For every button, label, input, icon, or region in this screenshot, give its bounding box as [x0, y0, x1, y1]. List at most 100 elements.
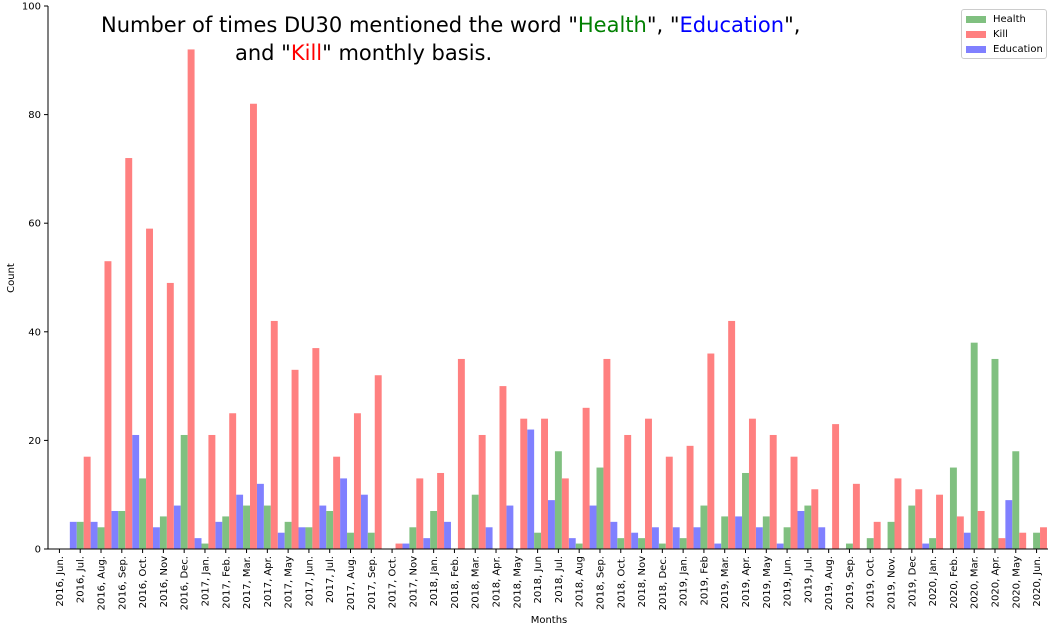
x-tick-label-25: 2018, Aug: [575, 556, 586, 607]
bar-kill-42: [936, 494, 944, 549]
bar-kill-4: [146, 228, 153, 549]
bar-kill-2: [104, 261, 112, 549]
bar-kill-43: [956, 516, 964, 549]
x-tick-label-30: 2019, Jan.: [679, 556, 690, 606]
bar-education-19: [444, 521, 451, 549]
bar-kill-17: [416, 478, 424, 549]
x-tick-label-0: 2016, Jun.: [55, 556, 66, 607]
bar-health-24: [554, 451, 562, 549]
bar-health-10: [263, 505, 271, 549]
axes-layer: 0 20 40 60 80 100 2016, Jun. 2016, Jul. 2016, Au…: [22, 2, 1048, 611]
x-tick-label-43: 2020, Feb.: [949, 556, 960, 609]
bar-education-32: [714, 543, 722, 549]
bar-health-17: [409, 527, 417, 549]
x-tick-label-1: 2016, Jul.: [76, 556, 87, 603]
bar-education-42: [922, 543, 930, 549]
y-tick-label-40: 40: [28, 327, 41, 338]
x-tick-label-34: 2019, May: [762, 556, 773, 609]
x-tick-label-31: 2019, Feb: [699, 556, 710, 606]
x-tick-label-4: 2016, Oct.: [138, 556, 149, 608]
bar-education-23: [527, 429, 535, 549]
bar-kill-25: [582, 407, 590, 549]
x-tick-label-18: 2018, Jan.: [429, 556, 440, 606]
bar-kill-13: [333, 456, 341, 549]
bar-education-29: [651, 527, 659, 549]
bar-kill-28: [645, 418, 652, 549]
bar-kill-31: [707, 353, 715, 549]
bar-kill-40: [894, 478, 902, 549]
bar-education-25: [568, 538, 576, 549]
bars-layer: [69, 49, 1047, 550]
legend-swatch-education: [966, 45, 986, 53]
bar-education-33: [735, 516, 743, 549]
legend-label-kill: Kill: [993, 28, 1008, 40]
y-tick-label-100: 100: [22, 2, 41, 13]
bar-health-41: [908, 505, 916, 549]
x-tick-label-29: 2018, Dec.: [658, 556, 669, 610]
bar-education-27: [610, 521, 618, 549]
chart-legend: Health Kill Education: [961, 9, 1047, 59]
bar-education-37: [818, 527, 826, 549]
x-tick-label-32: 2019, Mar.: [720, 556, 731, 609]
bar-health-15: [367, 532, 375, 549]
bar-education-13: [319, 505, 327, 549]
x-tick-label-13: 2017, Jul.: [325, 556, 336, 603]
x-tick-label-9: 2017, Mar.: [242, 556, 253, 609]
x-tick-label-12: 2017, Jun.: [304, 556, 315, 607]
bar-kill-36: [811, 489, 819, 549]
bar-education-24: [548, 500, 555, 549]
legend-swatch-health: [966, 15, 986, 23]
x-tick-label-27: 2018, Oct.: [616, 556, 627, 608]
bar-kill-6: [187, 49, 195, 549]
x-tick-label-47: 2020, Jun.: [1032, 556, 1043, 607]
bar-kill-14: [353, 413, 361, 549]
x-tick-label-46: 2020, May: [1011, 556, 1022, 609]
x-tick-label-10: 2017, Apr.: [263, 556, 274, 607]
bar-health-8: [222, 516, 230, 549]
x-axis-label: Months: [531, 615, 568, 626]
x-tick-label-36: 2019, Jul.: [803, 556, 814, 603]
bar-education-11: [277, 532, 285, 549]
x-tick-label-15: 2017, Sep.: [367, 556, 378, 610]
bar-education-4: [132, 434, 140, 549]
bar-education-7: [194, 538, 202, 549]
x-tick-label-3: 2016, Sep.: [117, 556, 128, 610]
x-tick-label-24: 2018, Jul.: [554, 556, 565, 603]
x-tick-label-16: 2017, Oct.: [388, 556, 399, 608]
bar-education-46: [1005, 500, 1013, 549]
bar-kill-29: [665, 456, 673, 549]
bar-health-9: [243, 505, 251, 549]
x-tick-label-45: 2020, Apr.: [990, 556, 1001, 607]
legend-swatch-kill: [966, 30, 986, 38]
bar-health-6: [180, 434, 188, 549]
bar-kill-24: [561, 478, 569, 549]
bar-health-28: [638, 538, 646, 549]
bar-education-9: [236, 494, 244, 549]
legend-label-health: Health: [993, 13, 1026, 25]
bar-health-36: [804, 505, 812, 549]
legend-item-education: Education: [966, 42, 1043, 56]
bar-kill-35: [790, 456, 798, 549]
bar-education-31: [693, 527, 701, 549]
x-tick-label-38: 2019, Sep.: [845, 556, 856, 610]
bar-health-5: [159, 516, 167, 549]
bar-kill-33: [748, 418, 756, 549]
bar-health-3: [118, 510, 126, 549]
bar-education-22: [506, 505, 514, 549]
x-tick-label-19: 2018, Feb.: [450, 556, 461, 609]
bar-health-18: [430, 510, 438, 549]
bar-health-23: [534, 532, 542, 549]
x-tick-label-26: 2018, Sep.: [595, 556, 606, 610]
bar-education-26: [589, 505, 597, 549]
bar-health-45: [991, 358, 999, 549]
bar-kill-7: [208, 434, 216, 549]
bar-health-27: [617, 538, 625, 549]
bar-health-1: [76, 521, 84, 549]
bar-kill-15: [374, 375, 382, 549]
x-tick-label-7: 2017, Jan.: [200, 556, 211, 606]
x-tick-label-40: 2019, Nov.: [887, 556, 898, 610]
bar-health-26: [596, 467, 604, 549]
x-tick-label-42: 2020, Jan.: [928, 556, 939, 606]
bar-kill-37: [832, 424, 840, 549]
bar-education-15: [360, 494, 368, 549]
